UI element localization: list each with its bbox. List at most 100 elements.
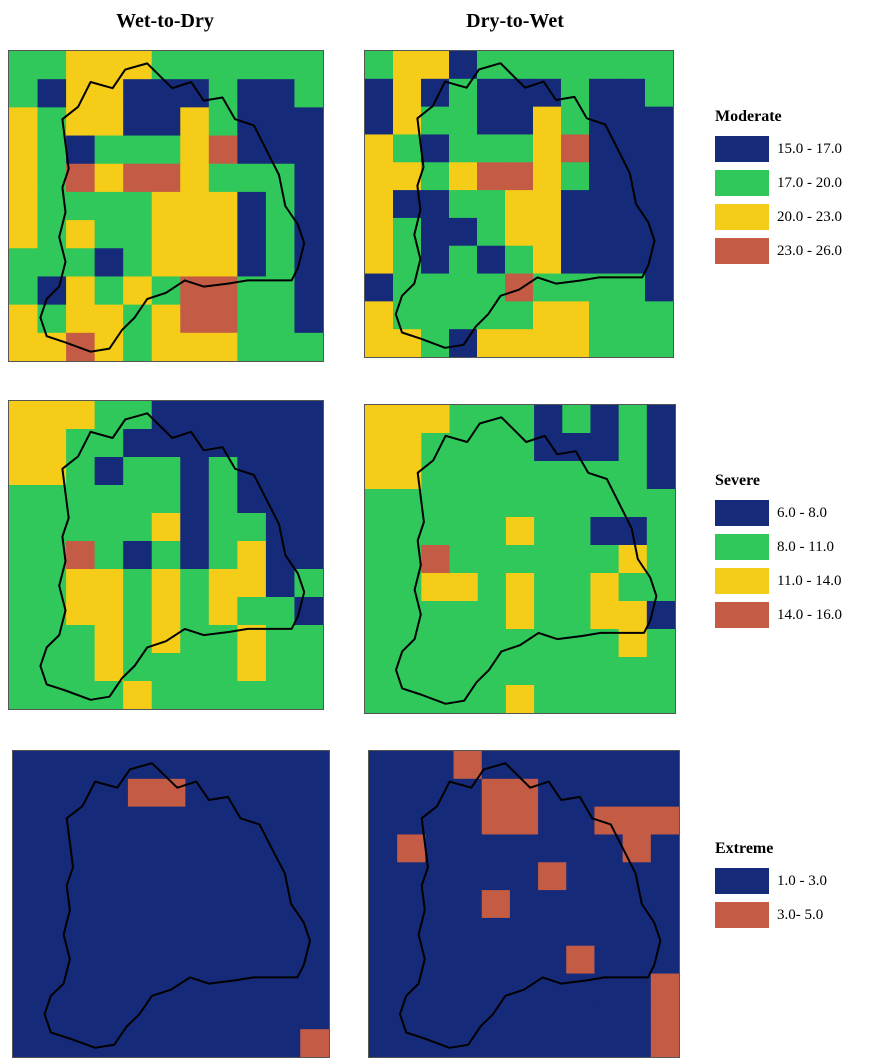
grid-cell [265, 332, 296, 361]
grid-cell [94, 569, 124, 598]
grid-cell [214, 945, 244, 975]
grid-cell [127, 862, 158, 891]
grid-cell [151, 569, 181, 598]
grid-cell [70, 917, 100, 947]
grid-cell [365, 657, 394, 686]
grid-cell [449, 657, 479, 686]
legend-title: Severe [715, 472, 761, 489]
grid-cell [156, 917, 186, 947]
grid-cell [9, 248, 39, 278]
map-moderate-dry-to-wet [364, 50, 674, 358]
grid-cell [481, 917, 511, 947]
grid-cell [156, 890, 186, 919]
grid-cell [365, 301, 394, 330]
grid-cell [533, 51, 562, 80]
grid-cell [505, 273, 534, 302]
grid-cell [561, 162, 590, 191]
grid-cell [237, 653, 267, 682]
grid-cell [271, 778, 301, 808]
grid-cell [242, 890, 273, 919]
grid-cell [534, 685, 563, 713]
grid-cell [9, 135, 39, 165]
grid-cell [237, 332, 267, 361]
grid-cell [13, 945, 43, 975]
grid-cell [453, 834, 483, 863]
legend-item: 6.0 - 8.0 [715, 496, 842, 530]
grid-cell [208, 107, 238, 137]
grid-cell [94, 681, 124, 709]
grid-cell [294, 681, 323, 709]
grid-cell [242, 1029, 273, 1057]
grid-cell [646, 685, 675, 713]
grid-cell [242, 917, 273, 947]
grid-cell [397, 778, 426, 808]
grid-cell [618, 657, 648, 686]
grid-cell [294, 429, 323, 458]
grid-cell [214, 778, 244, 808]
grid-cell [180, 191, 210, 221]
grid-cell [151, 163, 181, 193]
grid-cell [9, 220, 39, 249]
grid-cell [99, 917, 129, 947]
grid-cell [242, 751, 273, 780]
grid-cell [9, 653, 39, 682]
grid-cell [99, 834, 129, 863]
grid-cell [618, 545, 648, 574]
grid-cell [66, 597, 96, 626]
grid-cell [393, 489, 422, 518]
grid-cell [37, 541, 67, 570]
grid-cell [151, 513, 181, 542]
grid-cell [589, 301, 618, 330]
grid-cell [421, 301, 450, 330]
map-moderate-wet-to-dry [8, 50, 324, 362]
grid-cell [505, 433, 535, 462]
grid-cell [505, 685, 535, 713]
grid-cell [208, 135, 238, 165]
grid-cell [594, 917, 624, 947]
grid-cell [123, 163, 153, 193]
grid-cell [589, 217, 618, 247]
grid-cell [509, 862, 539, 891]
grid-cell [123, 485, 153, 514]
legend-item: 23.0 - 26.0 [715, 234, 842, 268]
grid-cell [477, 629, 507, 658]
grid-cell [562, 573, 592, 602]
grid-cell [151, 625, 181, 654]
basin-boundary [395, 416, 658, 705]
grid-cell [294, 163, 323, 193]
map-severe-wet-to-dry [8, 400, 324, 710]
grid-cell [477, 78, 506, 108]
legend-swatch [715, 238, 769, 264]
grid-cell [180, 653, 210, 682]
grid-cell [265, 401, 296, 430]
grid-cell [151, 597, 181, 626]
grid-cell [180, 485, 210, 514]
grid-cell [265, 191, 296, 221]
grid-cell [421, 545, 451, 574]
grid-cell [237, 163, 267, 193]
legend-label: 1.0 - 3.0 [777, 872, 827, 889]
grid-cell [70, 862, 100, 891]
grid-cell [180, 304, 210, 334]
grid-cell [622, 778, 652, 808]
grid-cell [265, 541, 296, 570]
grid-cell [265, 569, 296, 598]
grid-cell [365, 573, 394, 602]
basin-boundary [43, 762, 311, 1049]
grid-cell [180, 681, 210, 709]
column-title-dry-to-wet: Dry-to-Wet [466, 10, 564, 32]
grid-cell [94, 163, 124, 193]
grid-cell [561, 217, 590, 247]
grid-cell [156, 778, 186, 808]
grid-cell [562, 461, 592, 490]
grid-cell [397, 890, 426, 919]
grid-cell [562, 517, 592, 546]
grid-cell [425, 917, 455, 947]
grid-cell [185, 945, 215, 975]
grid-cell [505, 461, 535, 490]
grid-cell [645, 78, 673, 108]
grid-cell [41, 945, 72, 975]
grid-cell [533, 301, 562, 330]
grid-cell [505, 106, 534, 136]
grid-cell [94, 485, 124, 514]
